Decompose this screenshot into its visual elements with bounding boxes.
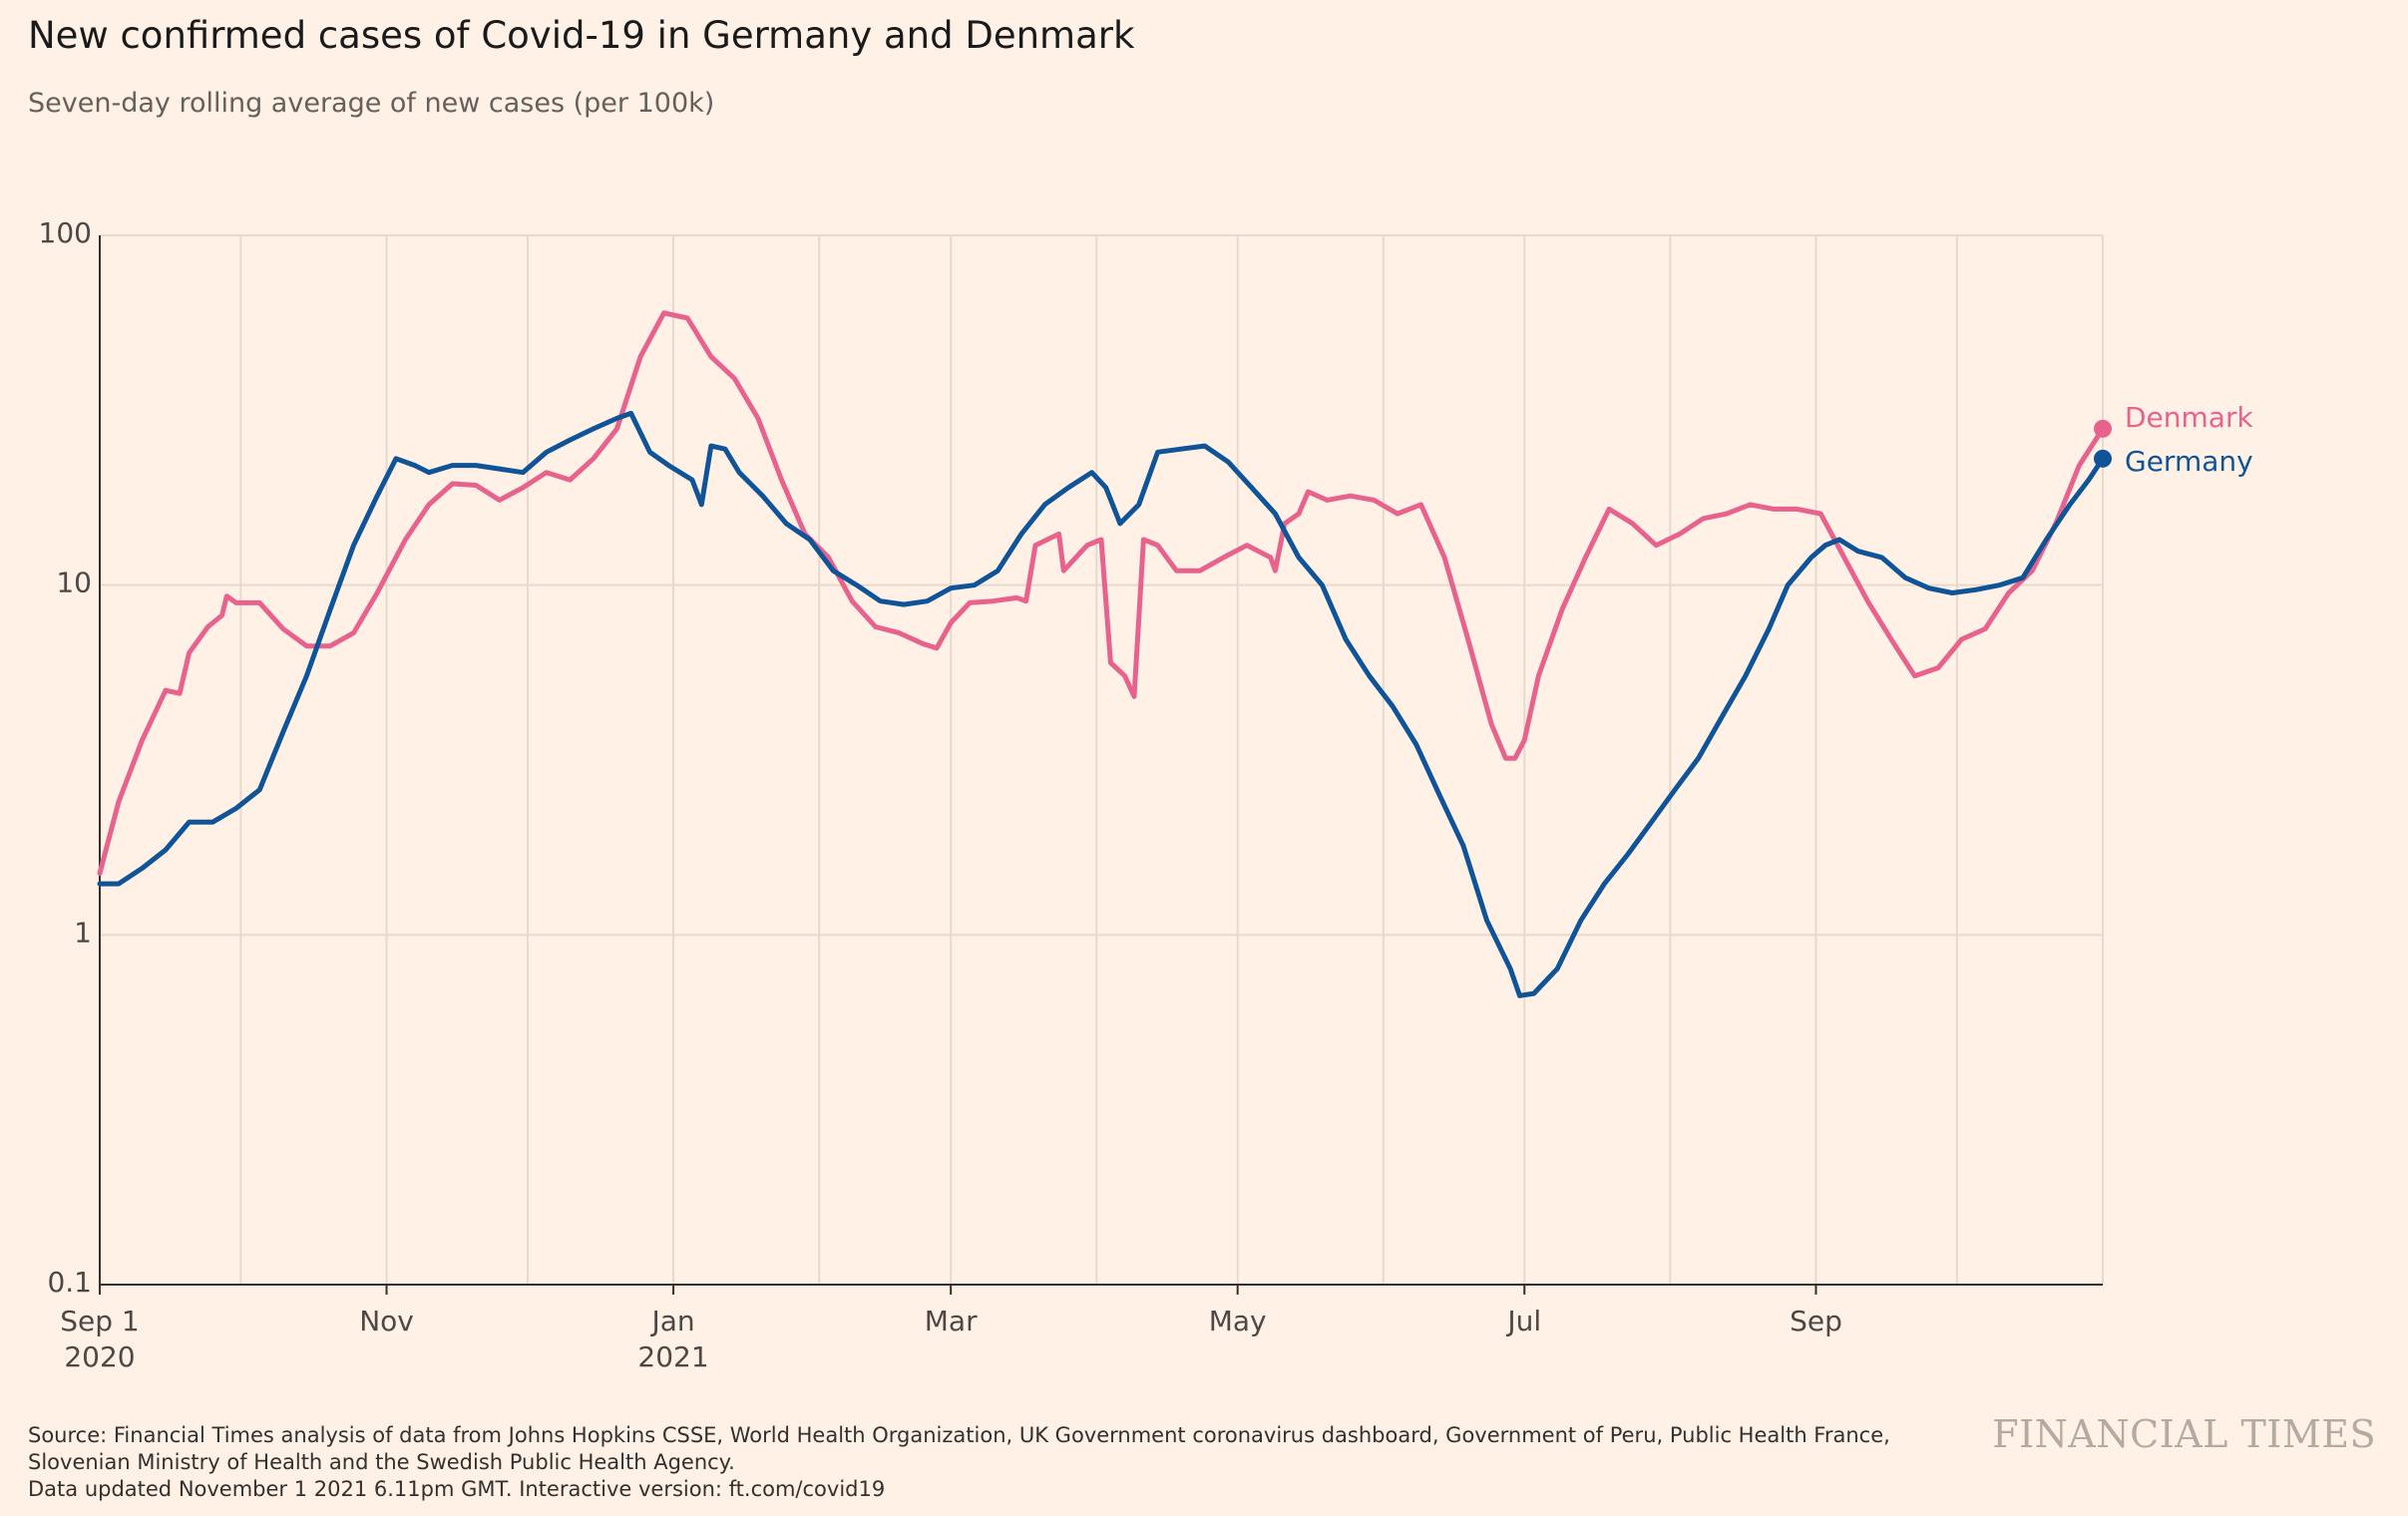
series-label-germany: Germany xyxy=(2125,445,2253,478)
series-end-dot-germany xyxy=(2094,449,2112,468)
series-line-denmark xyxy=(97,310,2106,877)
x-tick-label: Mar xyxy=(925,1305,978,1337)
series-label-denmark: Denmark xyxy=(2125,401,2253,434)
x-tick-label: Jan xyxy=(649,1305,694,1337)
series-lines xyxy=(97,310,2112,998)
y-tick-label: 1 xyxy=(74,916,92,948)
x-tick-year-label: 2021 xyxy=(637,1340,708,1373)
y-tick-label: 100 xyxy=(39,216,92,249)
series-labels: Denmark Germany xyxy=(2125,401,2253,478)
x-tick-year-label: 2020 xyxy=(64,1340,135,1373)
y-tick-label: 10 xyxy=(56,567,92,599)
update-note: Data updated November 1 2021 6.11pm GMT.… xyxy=(28,1477,886,1501)
x-tick-label: Nov xyxy=(359,1305,414,1337)
x-tick-label: Jul xyxy=(1505,1305,1541,1337)
series-line-germany xyxy=(97,410,2106,998)
source-note: Source: Financial Times analysis of data… xyxy=(28,1422,1983,1503)
series-end-dot-denmark xyxy=(2094,419,2112,438)
x-tick-label: Sep 1 xyxy=(60,1305,140,1337)
y-tick-label: 0.1 xyxy=(47,1266,92,1299)
gridlines xyxy=(100,234,2104,1285)
ft-logo: FINANCIAL TIMES xyxy=(1992,1412,2376,1456)
chart-title: New confirmed cases of Covid-19 in Germa… xyxy=(28,14,1135,57)
x-tick-label: May xyxy=(1209,1305,1267,1337)
chart-subtitle: Seven-day rolling average of new cases (… xyxy=(28,88,715,119)
source-text: Source: Financial Times analysis of data… xyxy=(28,1423,1890,1474)
x-tick-label: Sep xyxy=(1790,1305,1842,1337)
